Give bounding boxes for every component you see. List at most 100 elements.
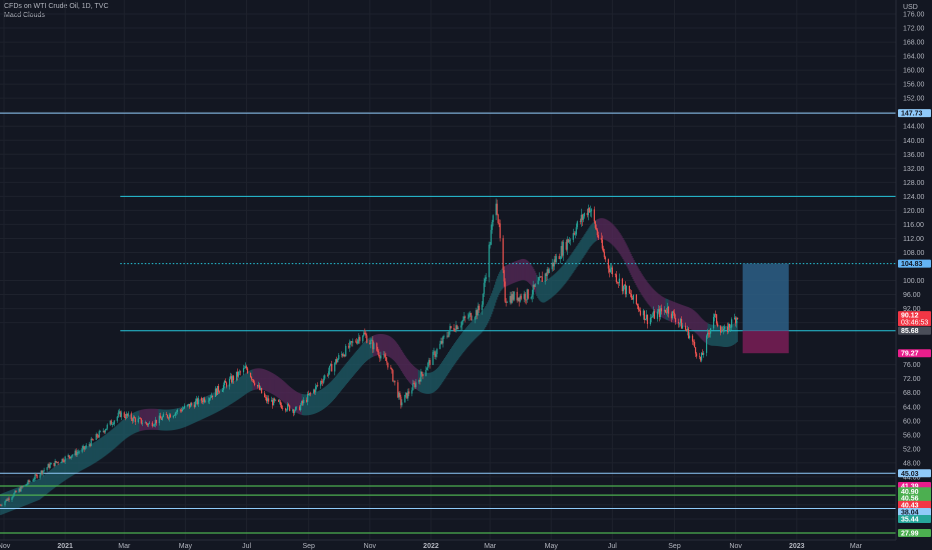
macd-cloud-segment [368, 337, 371, 359]
macd-cloud-segment [334, 376, 337, 398]
indicator-label[interactable]: Macd Clouds [4, 12, 45, 19]
macd-cloud-segment [481, 311, 483, 333]
macd-cloud-segment [595, 220, 597, 242]
macd-cloud-segment [626, 245, 628, 267]
candle-body [155, 419, 157, 424]
macd-cloud-segment [450, 349, 452, 371]
macd-cloud-segment [631, 255, 633, 278]
candle-body [123, 412, 125, 417]
candle-body [671, 311, 674, 319]
macd-cloud-segment [113, 427, 115, 449]
candle-body [717, 323, 719, 327]
macd-cloud-segment [70, 455, 72, 477]
macd-cloud-segment [344, 364, 347, 386]
candle-body [706, 332, 709, 336]
candle-body [533, 284, 535, 287]
macd-cloud-segment [630, 253, 632, 275]
macd-cloud-segment [456, 340, 458, 362]
macd-cloud-segment [548, 278, 550, 300]
time-axis[interactable]: Nov 2021 Mar May Jul Sep Nov 2022 Mar May Jul Sep No… [0, 543, 863, 550]
macd-cloud-segment [625, 243, 627, 265]
candle-body [335, 359, 337, 364]
candle-body [694, 347, 697, 354]
candle-body [464, 316, 466, 318]
candle-body [77, 452, 79, 453]
candle-body [153, 424, 155, 426]
candle-body [581, 214, 583, 220]
macd-cloud-segment [553, 274, 555, 296]
macd-cloud-segment [193, 401, 195, 423]
price-badge-label: 79.27 [901, 351, 919, 358]
macd-cloud-segment [157, 408, 159, 431]
macd-cloud-segment [14, 488, 16, 510]
candle-body [527, 289, 529, 299]
candle-body [653, 311, 656, 319]
macd-cloud-segment [487, 302, 489, 324]
macd-cloud-segment [267, 370, 269, 392]
macd-cloud-segment [81, 449, 83, 471]
candle-body [510, 296, 512, 303]
macd-cloud-segment [559, 268, 561, 290]
macd-cloud-segment [299, 393, 301, 415]
macd-cloud-segment [659, 295, 661, 317]
candle-body [688, 335, 691, 339]
candle-body [62, 458, 64, 462]
candle-body [691, 335, 694, 342]
price-axis[interactable]: USD 176.00 172.00 168.00 164.00 160.00 156.00… [903, 4, 925, 523]
macd-cloud-segment [711, 324, 713, 346]
macd-cloud-segment [250, 369, 252, 391]
candle-body [67, 455, 69, 457]
macd-cloud-segment [622, 237, 624, 260]
macd-cloud-segment [205, 396, 207, 418]
candle-body [327, 375, 329, 376]
candle-body [183, 405, 186, 409]
candle-body [316, 385, 318, 387]
macd-cloud-segment [253, 368, 255, 390]
macd-cloud-segment [434, 369, 437, 391]
macd-cloud-segment [257, 368, 259, 390]
macd-cloud-segment [640, 272, 642, 294]
candle-body [650, 317, 653, 318]
candle-body [12, 496, 14, 498]
macd-cloud-segment [384, 334, 387, 356]
candle-body [61, 458, 63, 463]
macd-cloud-segment [712, 324, 714, 346]
macd-cloud-segment [436, 367, 439, 389]
candle-body [441, 341, 443, 344]
macd-cloud-segment [437, 366, 440, 388]
candle-body [495, 203, 497, 216]
macd-cloud-segment [85, 447, 87, 469]
chart-symbol-title[interactable]: CFDs on WTI Crude Oil, 1D, TVC [4, 3, 109, 10]
candle-body [271, 400, 273, 402]
candle-body [518, 297, 520, 302]
candle-body [731, 319, 733, 328]
price-badge [898, 500, 931, 509]
macd-cloud-segment [241, 375, 243, 397]
macd-cloud-segment [590, 224, 592, 246]
candle-body [722, 330, 724, 332]
candle-body [15, 490, 17, 493]
macd-cloud-segment [722, 325, 724, 347]
macd-cloud-segment [65, 458, 67, 480]
macd-cloud-segment [378, 334, 381, 356]
macd-cloud-segment [605, 219, 607, 241]
macd-cloud-segment [118, 423, 120, 445]
long-position-box[interactable] [742, 263, 789, 354]
macd-cloud-segment [72, 454, 74, 476]
candle-body [509, 296, 511, 303]
horizontal-levels[interactable] [0, 112, 896, 534]
candle-body [712, 317, 715, 329]
macd-cloud-segment [159, 409, 161, 431]
candle-body [560, 246, 562, 259]
candle-body [520, 295, 522, 299]
candle-body [175, 411, 177, 413]
candle-body [357, 339, 359, 344]
candle-body [506, 302, 508, 303]
candle-body [623, 284, 625, 286]
macd-cloud-segment [35, 480, 37, 502]
price-badge [898, 259, 931, 268]
price-tick-label: 172.00 [903, 26, 925, 33]
candle-body [193, 404, 196, 408]
candle-body [663, 309, 666, 312]
